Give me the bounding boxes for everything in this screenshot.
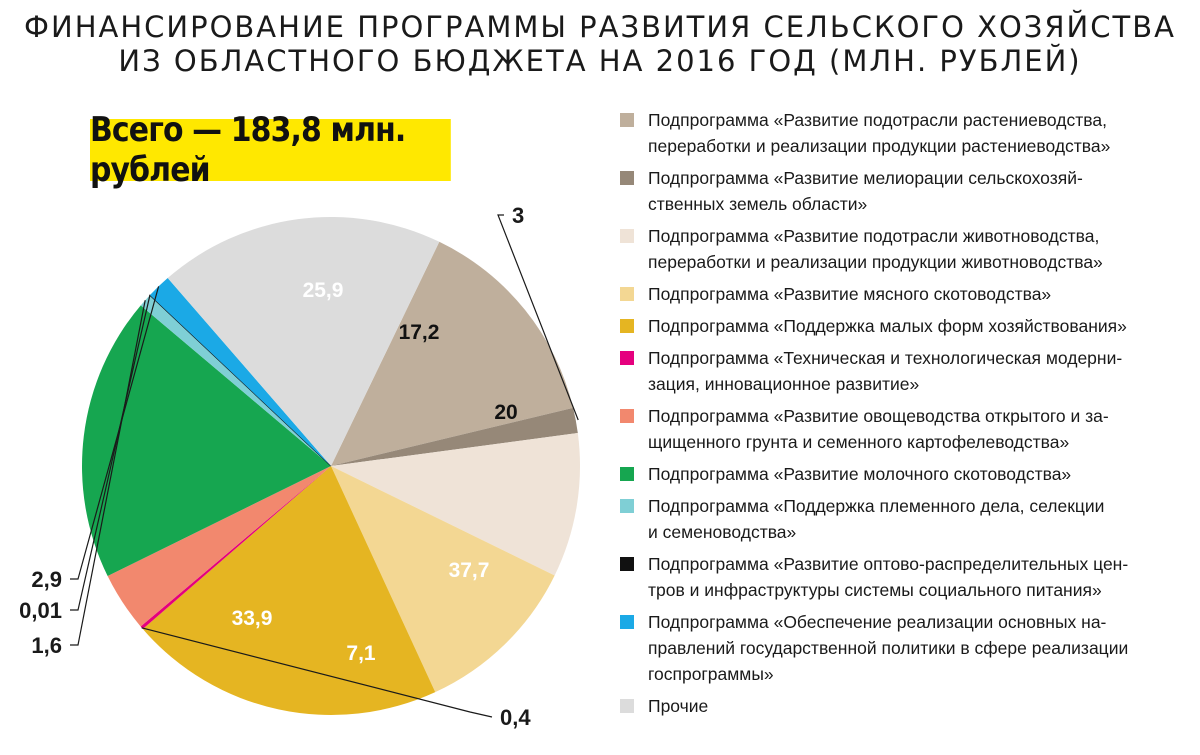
legend-label-10-line-1: Подпрограмма «Развитие оптово-распредели… xyxy=(648,554,1129,574)
legend-label-6-line-2: зация, инновационное развитие» xyxy=(648,374,920,394)
slice-label-10: 0,01 xyxy=(19,598,62,623)
pie-slice-1 xyxy=(331,241,574,466)
legend-label-7-line-2: щищенного грунта и семенного картофелево… xyxy=(648,432,1070,452)
legend-label-7-line-1: Подпрограмма «Развитие овощеводства откр… xyxy=(648,406,1109,426)
legend-swatch-7 xyxy=(620,409,634,423)
pie-slices xyxy=(82,216,581,716)
pie-slice-3 xyxy=(331,433,581,576)
legend-label-10-line-2: тров и инфраструктуры системы социальног… xyxy=(648,580,1102,600)
legend-swatch-8 xyxy=(620,467,634,481)
legend-swatch-11 xyxy=(620,615,634,629)
legend-item-12: Прочие xyxy=(620,693,1195,719)
leader-line-11 xyxy=(70,286,160,580)
leader-line-2 xyxy=(497,214,579,421)
legend-item-9: Подпрограмма «Поддержка племенного дела,… xyxy=(620,493,1195,545)
legend-label-1-line-1: Подпрограмма «Развитие подотрасли растен… xyxy=(648,110,1107,130)
slice-label-7: 7,1 xyxy=(346,642,376,665)
chart-title: ФИНАНСИРОВАНИЕ ПРОГРАММЫ РАЗВИТИЯ СЕЛЬСК… xyxy=(0,10,1200,78)
legend-swatch-6 xyxy=(620,351,634,365)
pie-slice-9 xyxy=(140,295,331,466)
legend-swatch-9 xyxy=(620,499,634,513)
leader-line-10 xyxy=(70,295,151,611)
legend-swatch-12 xyxy=(620,699,634,713)
slice-label-4: 20 xyxy=(494,401,517,424)
legend-swatch-1 xyxy=(620,113,634,127)
slice-label-8: 33,9 xyxy=(232,607,273,630)
pie-slice-5 xyxy=(142,466,436,716)
legend-swatch-5 xyxy=(620,319,634,333)
legend-label-11-line-1: Подпрограмма «Обеспечение реализации осн… xyxy=(648,612,1107,632)
slice-label-1: 25,9 xyxy=(303,279,344,302)
legend-label-2-line-1: Подпрограмма «Развитие мелиорации сельск… xyxy=(648,168,1083,188)
pie-slice-4 xyxy=(331,466,555,693)
legend-label-4-line-1: Подпрограмма «Развитие мясного скотоводс… xyxy=(648,284,1052,304)
legend-swatch-10 xyxy=(620,557,634,571)
pie-slice-7 xyxy=(107,466,332,627)
legend-swatch-3 xyxy=(620,229,634,243)
leader-line-6 xyxy=(141,627,493,718)
slice-label-6: 0,4 xyxy=(500,705,531,730)
slice-label-11: 2,9 xyxy=(31,567,62,592)
legend-item-10: Подпрограмма «Развитие оптово-распредели… xyxy=(620,551,1195,603)
pie-slice-2 xyxy=(331,407,578,466)
chart-title-line-2: ИЗ ОБЛАСТНОГО БЮДЖЕТА НА 2016 ГОД (МЛН. … xyxy=(118,44,1082,78)
legend-item-2: Подпрограмма «Развитие мелиорации сельск… xyxy=(620,165,1195,217)
legend-label-2-line-2: ственных земель области» xyxy=(648,194,868,214)
slice-label-5: 37,7 xyxy=(449,559,490,582)
legend-label-1-line-2: переработки и реализации продукции расте… xyxy=(648,136,1111,156)
legend-label-8-line-1: Подпрограмма «Развитие молочного скотово… xyxy=(648,464,1072,484)
pie-slice-6 xyxy=(140,466,331,630)
slice-label-9: 1,6 xyxy=(31,633,62,658)
slice-label-2: 3 xyxy=(512,203,524,228)
legend-item-7: Подпрограмма «Развитие овощеводства откр… xyxy=(620,403,1195,455)
legend-item-4: Подпрограмма «Развитие мясного скотоводс… xyxy=(620,281,1195,307)
legend-swatch-4 xyxy=(620,287,634,301)
legend-label-12-line-1: Прочие xyxy=(648,696,709,716)
legend-label-5-line-1: Подпрограмма «Поддержка малых форм хозяй… xyxy=(648,316,1127,336)
slice-label-3: 17,2 xyxy=(399,321,440,344)
legend-item-3: Подпрограмма «Развитие подотрасли животн… xyxy=(620,223,1195,275)
legend-item-8: Подпрограмма «Развитие молочного скотово… xyxy=(620,461,1195,487)
legend-label-11-line-3: госпрограммы» xyxy=(648,664,774,684)
chart-legend: Подпрограмма «Развитие подотрасли растен… xyxy=(620,107,1195,725)
chart-title-line-1: ФИНАНСИРОВАНИЕ ПРОГРАММЫ РАЗВИТИЯ СЕЛЬСК… xyxy=(24,10,1176,44)
legend-item-6: Подпрограмма «Техническая и технологичес… xyxy=(620,345,1195,397)
legend-item-1: Подпрограмма «Развитие подотрасли растен… xyxy=(620,107,1195,159)
pie-labels: 25,9 3 17,2 20 37,7 0,4 7,1 33,9 1,6 0,01 2,9 xyxy=(19,203,579,730)
legend-label-9-line-1: Подпрограмма «Поддержка племенного дела,… xyxy=(648,496,1105,516)
legend-swatch-2 xyxy=(620,171,634,185)
legend-label-9-line-2: и семеноводства» xyxy=(648,522,797,542)
legend-item-5: Подпрограмма «Поддержка малых форм хозяй… xyxy=(620,313,1195,339)
pie-slice-12 xyxy=(167,216,440,466)
legend-label-3-line-1: Подпрограмма «Развитие подотрасли животн… xyxy=(648,226,1100,246)
legend-item-11: Подпрограмма «Обеспечение реализации осн… xyxy=(620,609,1195,687)
pie-slice-8 xyxy=(82,305,331,577)
legend-label-3-line-2: переработки и реализации продукции живот… xyxy=(648,252,1103,272)
legend-label-6-line-1: Подпрограмма «Техническая и технологичес… xyxy=(648,348,1123,368)
pie-slice-11 xyxy=(149,278,331,466)
legend-label-11-line-2: правлений государственной политики в сфе… xyxy=(648,638,1129,658)
